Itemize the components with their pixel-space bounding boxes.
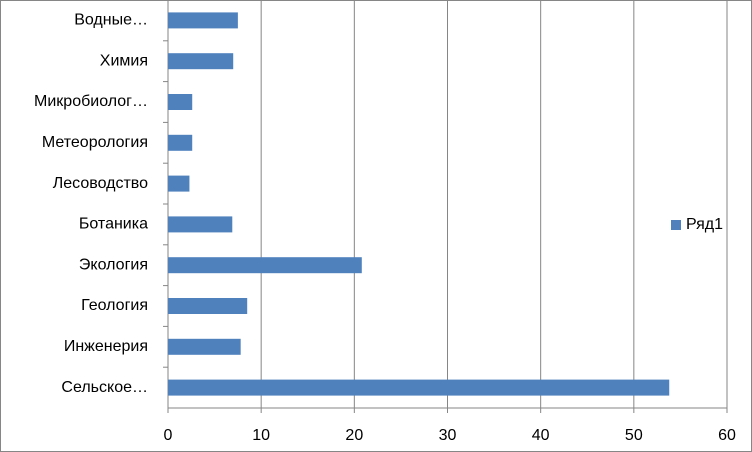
bar	[168, 298, 248, 314]
x-tick-label: 30	[439, 427, 457, 444]
legend-label: Ряд1	[686, 216, 723, 233]
bar	[168, 94, 193, 110]
bar	[168, 257, 362, 274]
x-tick-label: 0	[164, 427, 173, 444]
y-tick-label: Геология	[81, 297, 148, 314]
y-tick-label: Инженерия	[64, 338, 148, 355]
x-tick-label: 40	[532, 427, 550, 444]
x-tick-label: 60	[718, 427, 736, 444]
y-tick-label: Микробиолог…	[34, 93, 148, 110]
x-tick-label: 50	[625, 427, 643, 444]
x-tick-label: 20	[345, 427, 363, 444]
bar	[168, 12, 238, 29]
legend-swatch	[671, 220, 681, 230]
y-tick-label: Лесоводство	[53, 175, 148, 192]
x-tick-label: 10	[252, 427, 270, 444]
y-tick-label: Химия	[100, 52, 148, 69]
y-tick-label: Водные…	[74, 12, 148, 29]
y-tick-label: Метеорология	[42, 134, 148, 151]
bar	[168, 175, 190, 192]
y-tick-label: Экология	[79, 256, 148, 273]
bar	[168, 338, 241, 355]
bar	[168, 53, 234, 70]
bar	[168, 379, 670, 396]
y-tick-label: Сельское…	[61, 379, 148, 396]
y-tick-label: Ботаника	[79, 216, 148, 233]
bar	[168, 134, 193, 151]
bar	[168, 216, 233, 233]
